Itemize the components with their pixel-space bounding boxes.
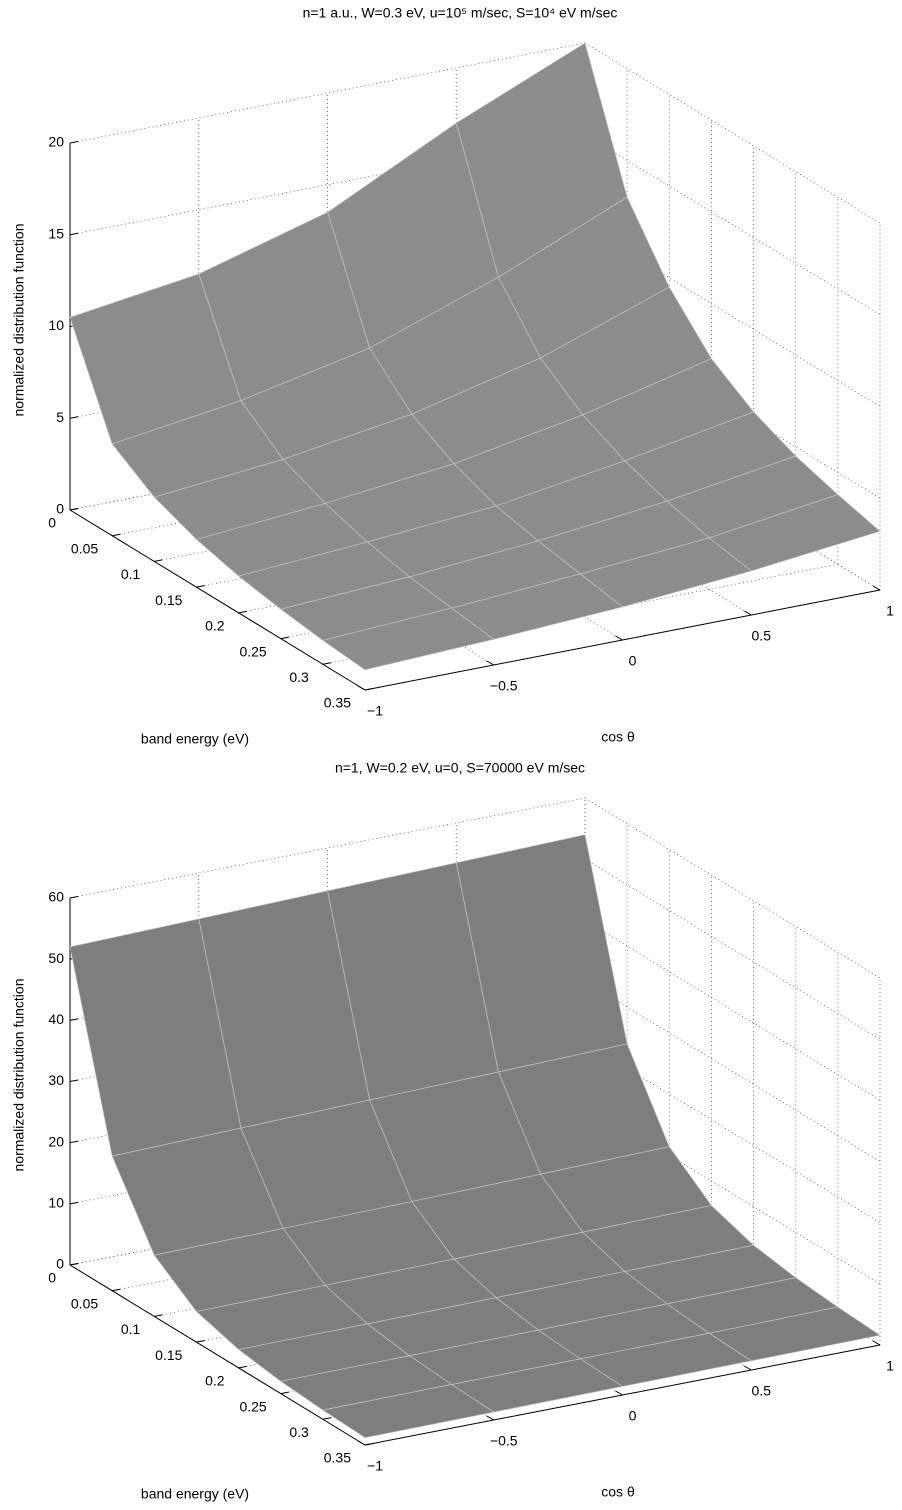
tick-mark [615, 1390, 623, 1396]
surface [69, 834, 881, 1439]
tick-mark [69, 1079, 79, 1082]
surface [69, 42, 881, 671]
x-axis [69, 1264, 366, 1446]
z-tick-label: 40 [48, 1011, 64, 1027]
tick-mark [154, 1314, 163, 1317]
x-axis-label: band energy (eV) [141, 1486, 249, 1502]
tick-mark [322, 1417, 331, 1420]
z-tick-label: 15 [48, 225, 64, 241]
y-tick-label: −1 [367, 703, 383, 719]
y-axis-label: cos θ [601, 1484, 635, 1500]
tick-mark [196, 585, 205, 588]
tick-mark [872, 1340, 881, 1346]
x-tick-label: 0.2 [205, 618, 225, 634]
y-axis-label: cos θ [601, 729, 635, 745]
tick-mark [744, 1365, 752, 1371]
tick-mark [357, 1440, 366, 1446]
tick-mark [69, 416, 79, 419]
grid-line [584, 919, 881, 1101]
tick-mark [615, 635, 623, 641]
tick-mark [69, 141, 79, 144]
x-tick-label: 0.25 [239, 643, 266, 659]
tick-mark [69, 896, 79, 899]
y-tick-label: 0.5 [752, 628, 772, 644]
tick-mark [154, 559, 163, 562]
x-tick-label: 0 [48, 1270, 56, 1286]
z-tick-label: 50 [48, 950, 64, 966]
x-axis [69, 509, 366, 691]
tick-mark [196, 1340, 205, 1343]
y-tick-label: 0.5 [752, 1383, 772, 1399]
chart-title: n=1, W=0.2 eV, u=0, S=70000 eV m/sec [335, 760, 585, 776]
z-tick-label: 0 [56, 1256, 64, 1272]
x-axis-label: band energy (eV) [141, 731, 249, 747]
grid-line [584, 797, 881, 979]
grid-line [584, 858, 881, 1040]
y-tick-label: 1 [886, 603, 894, 619]
tick-mark [280, 636, 289, 640]
z-tick-label: 10 [48, 1195, 64, 1211]
tick-mark [69, 1263, 79, 1266]
x-tick-label: 0.1 [121, 566, 141, 582]
y-tick-label: −0.5 [490, 1433, 518, 1449]
x-tick-label: 0.2 [205, 1373, 225, 1389]
grid-line [584, 981, 881, 1162]
tick-mark [872, 585, 881, 591]
chart: 010203040506000.050.10.150.20.250.30.35−… [11, 760, 894, 1502]
x-tick-label: 0.05 [71, 540, 98, 556]
x-tick-label: 0.15 [155, 592, 182, 608]
y-tick-label: −0.5 [490, 678, 518, 694]
x-tick-label: 0.35 [324, 695, 351, 711]
x-tick-label: 0.1 [121, 1321, 141, 1337]
grid-line [584, 226, 881, 407]
grid-line [584, 1103, 881, 1285]
tick-mark [69, 1140, 79, 1144]
tick-mark [357, 685, 366, 691]
y-tick-label: 0 [629, 653, 637, 669]
y-tick-label: 0 [629, 1408, 637, 1424]
z-tick-label: 60 [48, 889, 64, 905]
x-tick-label: 0.3 [289, 1424, 309, 1440]
z-tick-label: 20 [48, 1133, 64, 1149]
tick-mark [364, 1443, 374, 1446]
x-tick-label: 0.15 [155, 1347, 182, 1363]
tick-mark [69, 1201, 79, 1205]
tick-mark [238, 1365, 247, 1369]
chart-title: n=1 a.u., W=0.3 eV, u=10⁵ m/sec, S=10⁴ e… [303, 5, 618, 21]
z-tick-label: 5 [56, 409, 64, 425]
y-tick-label: −1 [367, 1458, 383, 1474]
z-tick-label: 20 [48, 134, 64, 150]
tick-mark [486, 1415, 494, 1421]
x-tick-label: 0 [48, 515, 56, 531]
tick-mark [112, 1288, 121, 1292]
x-tick-label: 0.25 [239, 1398, 266, 1414]
z-tick-label: 30 [48, 1072, 64, 1088]
tick-mark [69, 508, 79, 511]
grid-line [584, 134, 881, 316]
tick-mark [486, 660, 494, 666]
z-axis-label: normalized distribution function [11, 979, 27, 1172]
tick-mark [238, 610, 247, 614]
z-tick-label: 0 [56, 501, 64, 517]
x-tick-label: 0.05 [71, 1295, 98, 1311]
tick-mark [69, 1018, 79, 1021]
tick-mark [364, 688, 374, 691]
tick-mark [322, 662, 331, 665]
z-axis-label: normalized distribution function [11, 224, 27, 417]
tick-mark [280, 1391, 289, 1395]
z-tick-label: 10 [48, 317, 64, 333]
tick-mark [69, 232, 79, 236]
surface-patch [322, 607, 495, 671]
x-tick-label: 0.35 [324, 1450, 351, 1466]
y-tick-label: 1 [886, 1358, 894, 1374]
surface-patch [321, 1384, 495, 1439]
grid-line [584, 42, 881, 224]
grid-line [584, 1042, 881, 1224]
tick-mark [744, 610, 752, 616]
tick-mark [112, 533, 121, 537]
x-tick-label: 0.3 [289, 669, 309, 685]
